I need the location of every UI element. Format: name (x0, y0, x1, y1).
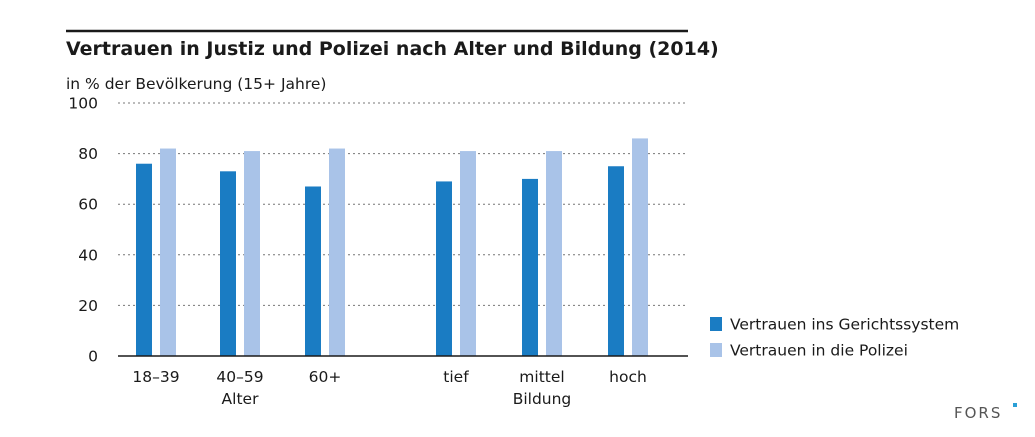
x-tick-label: hoch (609, 368, 647, 386)
x-tick-label: 40–59 (216, 368, 263, 386)
chart-title: Vertrauen in Justiz und Polizei nach Alt… (66, 38, 719, 60)
y-tick-label: 80 (78, 145, 98, 163)
fors-logo: FORS (954, 403, 1017, 422)
bar-gerichtssystem-2 (305, 186, 321, 356)
x-axis: 18–39 40–59 60+ tief mittel hoch Alter Bildung (132, 368, 646, 408)
fors-logo-text: FORS (954, 404, 1002, 422)
legend-swatch-1 (710, 343, 722, 357)
legend-label-1: Vertrauen in die Polizei (730, 342, 908, 360)
legend: Vertrauen ins Gerichtssystem Vertrauen in… (710, 316, 959, 360)
y-tick-label: 60 (78, 196, 98, 214)
x-group-label: Bildung (513, 390, 572, 408)
chart-subtitle: in % der Bevölkerung (15+ Jahre) (66, 75, 326, 93)
x-tick-label: mittel (519, 368, 564, 386)
x-group-label: Alter (222, 390, 260, 408)
legend-label-0: Vertrauen ins Gerichtssystem (730, 316, 959, 334)
bar-polizei-5 (632, 138, 648, 356)
bars (136, 138, 648, 356)
bar-gerichtssystem-4 (522, 178, 538, 356)
bar-gerichtssystem-5 (608, 166, 624, 356)
bar-polizei-0 (160, 148, 176, 356)
fors-logo-accent (1013, 403, 1017, 407)
bar-polizei-4 (546, 151, 562, 356)
bar-polizei-2 (329, 148, 345, 356)
bar-gerichtssystem-0 (136, 163, 152, 356)
bar-gerichtssystem-3 (436, 181, 452, 356)
x-tick-label: 60+ (309, 368, 342, 386)
gridlines (118, 102, 688, 306)
bar-gerichtssystem-1 (220, 171, 236, 356)
x-tick-label: 18–39 (132, 368, 179, 386)
bar-polizei-3 (460, 151, 476, 356)
y-tick-label: 100 (68, 95, 98, 113)
y-tick-label: 20 (78, 297, 98, 315)
y-tick-label: 40 (78, 246, 98, 264)
x-tick-label: tief (443, 368, 469, 386)
bar-polizei-1 (244, 151, 260, 356)
y-axis: 0 20 40 60 80 100 (68, 95, 98, 366)
legend-swatch-0 (710, 317, 722, 331)
y-tick-label: 0 (88, 348, 98, 366)
